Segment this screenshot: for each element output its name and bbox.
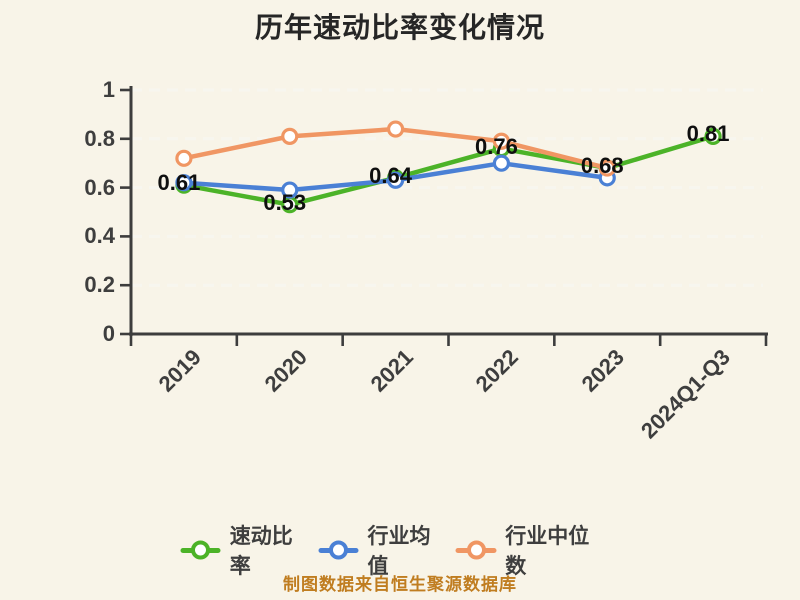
data-point-industry-median[interactable]: [386, 120, 405, 138]
data-point-industry-median[interactable]: [281, 127, 299, 145]
legend: 速动比率 行业均值 行业中位数: [180, 520, 594, 580]
legend-marker-line-icon: [318, 540, 359, 560]
point-label-quick-ratio: 0.76: [474, 133, 518, 159]
data-point-industry-average[interactable]: [175, 174, 193, 192]
point-label-quick-ratio: 0.64: [369, 162, 412, 188]
point-label-quick-ratio: 0.61: [157, 170, 201, 196]
legend-marker-dot-icon: [191, 540, 211, 560]
legend-label: 速动比率: [229, 525, 293, 578]
data-point-industry-average[interactable]: [386, 171, 405, 189]
point-label-quick-ratio: 0.68: [580, 153, 624, 179]
legend-label: 行业中位数: [505, 525, 590, 578]
legend-item-quick-ratio[interactable]: 速动比率: [180, 520, 301, 580]
legend-marker-dot-icon: [466, 540, 486, 560]
legend-label: 行业均值: [367, 525, 431, 578]
y-tick-label: 0: [102, 321, 115, 346]
legend-marker-line-icon: [180, 540, 221, 560]
y-tick-label: 0.4: [84, 223, 115, 249]
footer-note: 制图数据来自恒生聚源数据库: [283, 575, 517, 594]
chart-title: 历年速动比率变化情况: [254, 12, 545, 43]
legend-item-industry-median[interactable]: 行业中位数: [455, 520, 594, 580]
legend-item-industry-average[interactable]: 行业均值: [318, 520, 438, 580]
data-point-industry-median[interactable]: [598, 159, 616, 177]
data-point-industry-average[interactable]: [492, 154, 511, 172]
legend-marker-dot-icon: [328, 540, 348, 560]
y-tick-label: 0.6: [84, 174, 115, 200]
data-point-quick-ratio[interactable]: [704, 127, 722, 145]
data-point-industry-median[interactable]: [175, 149, 193, 167]
y-tick-label: 1: [102, 77, 115, 102]
data-point-industry-median[interactable]: [492, 132, 511, 150]
series-line-quick-ratio: [181, 134, 716, 207]
legend-marker-line-icon: [455, 540, 497, 560]
point-label-quick-ratio: 0.53: [263, 189, 307, 215]
y-tick-label: 0.8: [84, 125, 115, 151]
data-point-industry-average[interactable]: [281, 181, 299, 199]
point-label-quick-ratio: 0.81: [686, 121, 730, 147]
y-tick-label: 0.2: [84, 272, 115, 298]
